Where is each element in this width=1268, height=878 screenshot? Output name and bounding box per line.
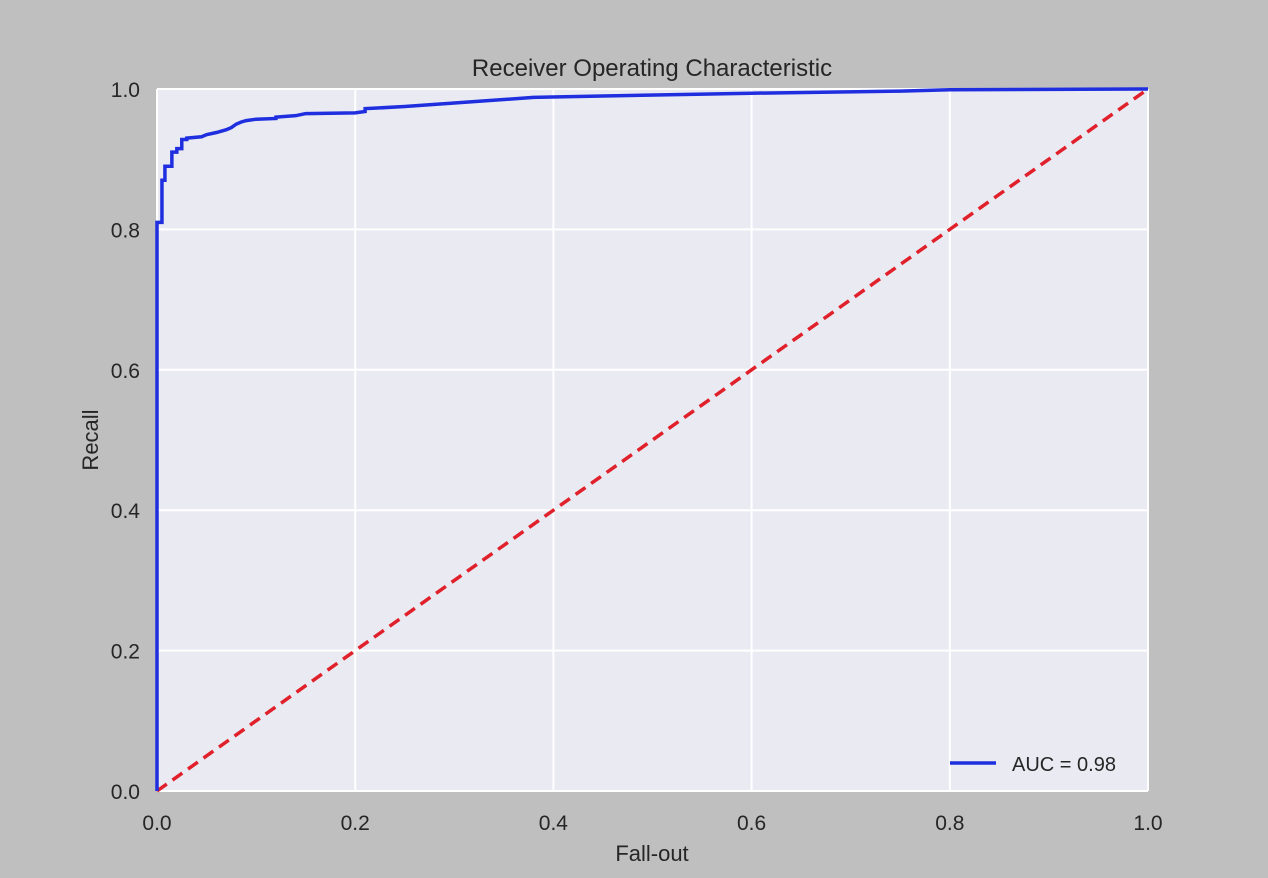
x-axis-label: Fall-out	[615, 841, 688, 866]
y-tick-label: 1.0	[111, 79, 140, 102]
roc-curve	[155, 87, 1149, 791]
legend-label-roc: AUC = 0.98	[1012, 754, 1116, 776]
x-tick-label: 0.2	[341, 812, 370, 835]
series-layer	[155, 87, 1150, 793]
x-tick-label: 0.4	[539, 812, 569, 835]
x-tick-label: 0.0	[142, 812, 171, 835]
x-tick-label: 0.6	[737, 812, 766, 835]
y-tick-label: 0.0	[111, 781, 140, 804]
x-tick-label: 1.0	[1133, 812, 1162, 835]
x-tick-label: 0.8	[935, 812, 964, 835]
y-axis-label: Recall	[78, 409, 103, 470]
chance-line	[155, 87, 1150, 793]
y-tick-label: 0.4	[111, 500, 141, 523]
legend: AUC = 0.98	[950, 754, 1116, 776]
chart-title: Receiver Operating Characteristic	[472, 55, 832, 82]
grid-lines	[156, 88, 1149, 792]
y-tick-label: 0.2	[111, 641, 140, 664]
tick-labels: 0.0 0.2 0.4 0.6 0.8 1.0 0.0 0.2 0.4 0.6 0.8 1.0	[111, 79, 1163, 835]
y-tick-label: 0.8	[111, 219, 140, 242]
y-tick-label: 0.6	[111, 360, 140, 383]
